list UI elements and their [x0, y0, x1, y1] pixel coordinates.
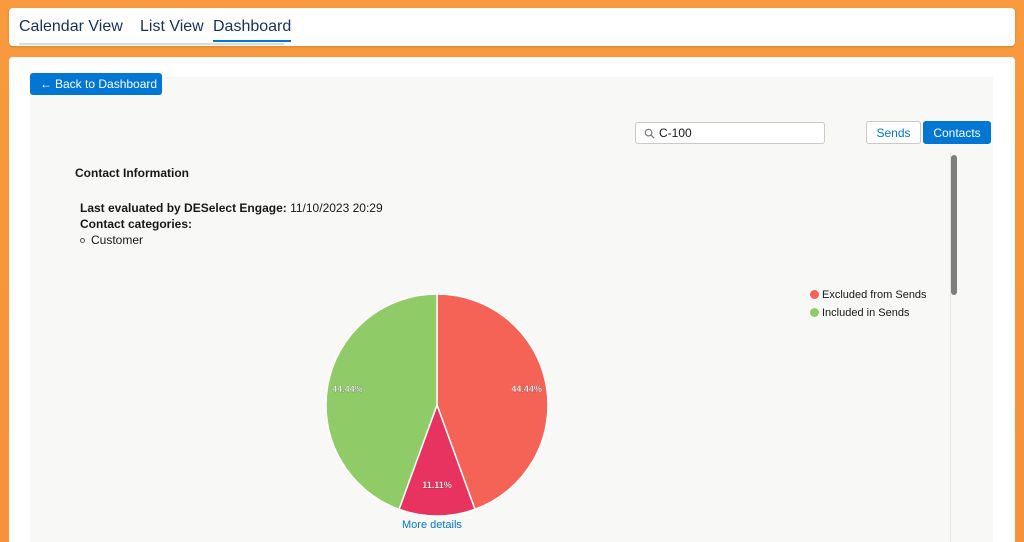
section-title: Contact Information [75, 166, 189, 180]
content-panel: Sends Contacts Contact Information Last … [30, 77, 993, 542]
last-evaluated-value: 11/10/2023 20:29 [290, 201, 383, 215]
pie-slice[interactable] [436, 293, 549, 511]
legend-label: Excluded from Sends [822, 289, 927, 301]
tab-dashboard[interactable]: Dashboard [213, 17, 292, 42]
back-to-dashboard-button[interactable]: ← Back to Dashboard [30, 73, 162, 95]
slice-data-label: 44.44% [332, 384, 363, 394]
legend-label: Included in Sends [822, 307, 910, 319]
category-label: Customer [91, 233, 144, 247]
search-input[interactable] [659, 125, 819, 141]
search-box[interactable] [635, 122, 825, 144]
legend-item-included[interactable]: Included in Sends [810, 306, 927, 324]
bullet-icon [80, 238, 85, 244]
slice-data-label: 11.11% [422, 480, 452, 490]
scrollbar-thumb[interactable] [951, 155, 957, 295]
chart-legend: Excluded from Sends Included in Sends [810, 288, 927, 324]
back-button-label: Back to Dashboard [55, 77, 158, 91]
top-navigation: Calendar View List View Dashboard [9, 8, 1015, 46]
pie-chart: 44.44% 11.11% 44.44% [325, 293, 549, 517]
legend-item-excluded[interactable]: Excluded from Sends [810, 288, 927, 306]
legend-swatch [810, 290, 819, 299]
slice-data-label: 44.44% [511, 384, 542, 394]
search-icon [644, 128, 655, 139]
last-evaluated: Last evaluated by DESelect Engage: 11/10… [80, 201, 383, 215]
category-item: Customer [80, 233, 143, 247]
view-tabs: Calendar View List View Dashboard [19, 17, 292, 45]
scrollbar-track[interactable] [950, 153, 960, 542]
pie-slice[interactable] [325, 293, 438, 511]
contact-categories-label: Contact categories: [80, 217, 193, 231]
tab-calendar-view[interactable]: Calendar View [19, 18, 123, 35]
pie-slice[interactable] [398, 402, 476, 517]
contacts-toggle-button[interactable]: Contacts [923, 121, 991, 144]
main-card: ←Back to Dashboard Sends Contacts Contac… [9, 57, 1015, 542]
more-details-link[interactable]: More details [402, 519, 462, 531]
tab-list-view[interactable]: List View [140, 18, 204, 35]
legend-swatch [810, 308, 819, 317]
last-evaluated-label: Last evaluated by DESelect Engage: [80, 201, 287, 215]
arrow-left-icon: ← [40, 77, 52, 91]
sends-toggle-button[interactable]: Sends [866, 121, 921, 144]
